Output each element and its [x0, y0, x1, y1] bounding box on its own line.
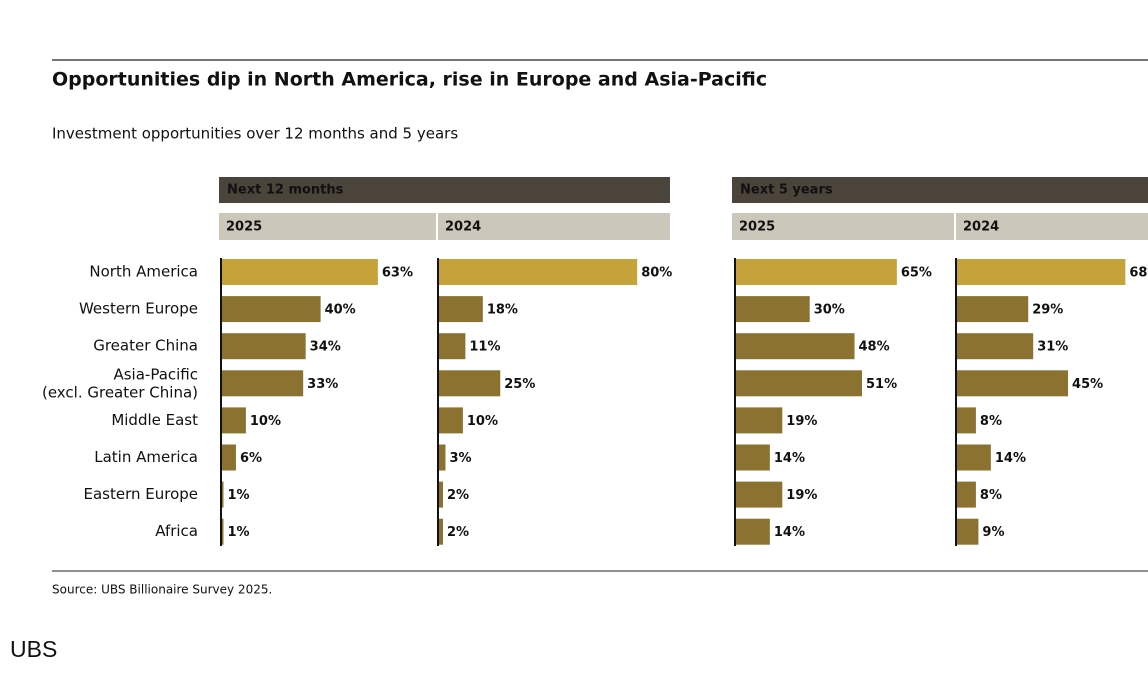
bar [735, 296, 810, 323]
title: Opportunities dip in North America, rise… [52, 69, 767, 91]
bar [956, 407, 976, 434]
group-title: Next 5 years [740, 183, 833, 198]
bar [438, 481, 443, 508]
bar [735, 444, 770, 471]
value-label: 8% [980, 488, 1002, 503]
bar [221, 444, 236, 471]
value-label: 34% [310, 340, 341, 355]
category-label: Latin America [94, 448, 198, 466]
bar [221, 518, 224, 545]
value-label: 3% [449, 451, 471, 466]
bar [221, 407, 246, 434]
bar [735, 518, 770, 545]
bar [438, 296, 483, 323]
value-label: 68% [1129, 266, 1148, 281]
bar [956, 481, 976, 508]
series-name: 2024 [445, 220, 481, 235]
bar [735, 259, 897, 285]
value-label: 51% [866, 377, 897, 392]
value-label: 11% [469, 340, 500, 355]
group-title: Next 12 months [227, 183, 344, 198]
value-label: 8% [980, 414, 1002, 429]
series-header [438, 213, 670, 240]
source: Source: UBS Billionaire Survey 2025. [52, 583, 272, 597]
bar [438, 259, 638, 285]
bar [735, 370, 862, 397]
bar [438, 333, 466, 360]
category-label: Greater China [93, 337, 198, 355]
bar [438, 518, 443, 545]
bar [956, 296, 1029, 323]
series-header [219, 213, 436, 240]
value-label: 25% [504, 377, 535, 392]
bar [221, 481, 224, 508]
value-label: 18% [487, 303, 518, 318]
bar [956, 444, 991, 471]
bar [735, 481, 783, 508]
category-label: North America [89, 263, 198, 281]
bar [956, 259, 1126, 285]
bar [956, 370, 1069, 397]
value-label: 14% [774, 451, 805, 466]
value-label: 31% [1037, 340, 1068, 355]
bar [221, 296, 321, 323]
series-header [732, 213, 954, 240]
bar [956, 333, 1034, 360]
value-label: 2% [447, 488, 469, 503]
value-label: 1% [227, 525, 249, 540]
series-header [956, 213, 1148, 240]
value-label: 14% [995, 451, 1026, 466]
value-label: 2% [447, 525, 469, 540]
value-label: 10% [250, 414, 281, 429]
value-label: 48% [859, 340, 890, 355]
group-header [219, 177, 670, 203]
value-label: 14% [774, 525, 805, 540]
category-label: Africa [155, 522, 198, 540]
value-label: 1% [227, 488, 249, 503]
subtitle: Investment opportunities over 12 months … [52, 125, 458, 143]
bar [735, 333, 855, 360]
category-label: Asia-Pacific (excl. Greater China) [42, 365, 198, 401]
bar [438, 407, 463, 434]
value-label: 40% [325, 303, 356, 318]
bar [221, 333, 306, 360]
value-label: 29% [1032, 303, 1063, 318]
value-label: 45% [1072, 377, 1103, 392]
value-label: 80% [641, 266, 672, 281]
value-label: 10% [467, 414, 498, 429]
brand: UBS [10, 636, 57, 662]
bar [438, 370, 501, 397]
value-label: 65% [901, 266, 932, 281]
value-label: 9% [982, 525, 1004, 540]
value-label: 33% [307, 377, 338, 392]
value-label: 63% [382, 266, 413, 281]
bar [221, 370, 304, 397]
series-name: 2025 [739, 220, 775, 235]
series-name: 2025 [226, 220, 262, 235]
category-label: Middle East [111, 411, 198, 429]
value-label: 6% [240, 451, 262, 466]
series-name: 2024 [963, 220, 999, 235]
bar [956, 518, 979, 545]
bar [438, 444, 446, 471]
category-label: Western Europe [79, 300, 198, 318]
group-header [732, 177, 1148, 203]
value-label: 30% [814, 303, 845, 318]
value-label: 19% [786, 414, 817, 429]
value-label: 19% [786, 488, 817, 503]
category-label: Eastern Europe [83, 485, 198, 503]
bar [221, 259, 378, 285]
bar [735, 407, 783, 434]
